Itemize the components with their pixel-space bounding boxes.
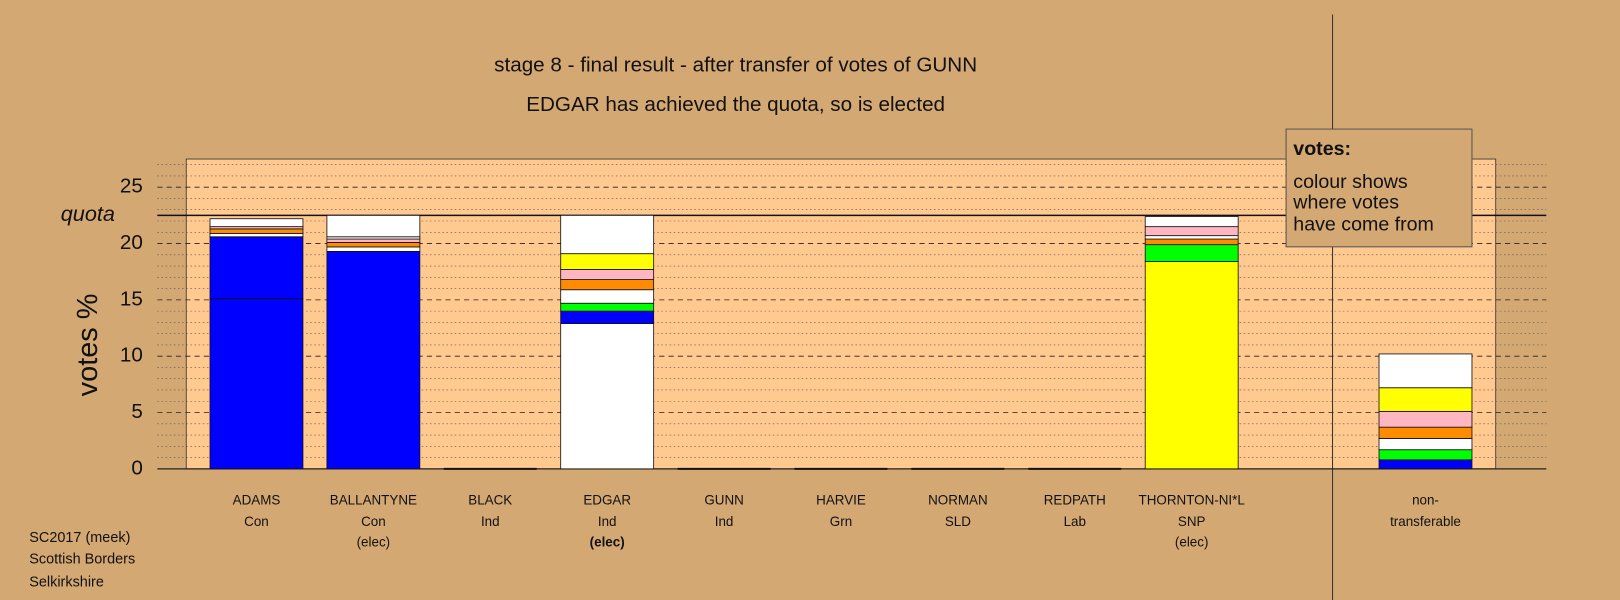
bar-segment (560, 214, 655, 255)
nontransferable-label: transferable (1390, 514, 1461, 529)
bar-segment (326, 251, 421, 470)
bar-segment (1378, 449, 1473, 461)
legend-line: where votes (1292, 192, 1399, 214)
bar-segment (209, 236, 304, 300)
quota-label: quota (61, 201, 115, 226)
y-tick-label: 20 (120, 231, 143, 254)
bar-segment (209, 232, 304, 238)
candidate-party: SNP (1178, 514, 1206, 529)
bar-segment (560, 289, 655, 304)
candidate-name: EDGAR (583, 492, 631, 507)
bar-segment (209, 228, 304, 234)
candidate-party: SLD (945, 514, 971, 529)
candidate-name: THORNTON-NI*L (1139, 492, 1246, 507)
legend-line: have come from (1293, 213, 1434, 235)
candidate-name: ADAMS (233, 492, 281, 507)
bar-segment (326, 214, 421, 238)
candidate-status: (elec) (357, 535, 391, 550)
bar-segment (326, 238, 421, 243)
bar-segment (1144, 238, 1239, 246)
bar-segment (560, 279, 655, 291)
candidate-party: Ind (715, 514, 734, 529)
legend-line: colour shows (1293, 171, 1408, 193)
candidate-party: Ind (481, 514, 500, 529)
bar-segment (560, 253, 655, 270)
bar-segment (1144, 261, 1239, 470)
legend-box (1285, 128, 1473, 248)
bar-segment (1144, 244, 1239, 262)
candidate-name: REDPATH (1044, 492, 1106, 507)
candidate-party: Grn (830, 514, 852, 529)
bar-segment (1378, 459, 1473, 470)
candidate-name: BALLANTYNE (330, 492, 417, 507)
bar-segment (1378, 353, 1473, 389)
candidate-name: BLACK (468, 492, 512, 507)
bar-segment (209, 218, 304, 228)
y-axis-label: votes % (72, 294, 104, 397)
note: Selkirkshire (29, 574, 104, 590)
y-tick-label: 15 (120, 287, 143, 310)
candidate-party: Ind (598, 514, 617, 529)
bars: ADAMS Con BALLANTYNE Con (elec) BLACK Ind EDGAR… (209, 214, 1473, 550)
candidate-party: Con (361, 514, 386, 529)
candidate-party: Con (244, 514, 269, 529)
candidate-name: HARVIE (816, 492, 866, 507)
candidate-status: (elec) (1175, 535, 1209, 550)
bar-segment (326, 246, 421, 252)
bar-segment (1144, 226, 1239, 237)
y-tick-label: 0 (131, 456, 142, 479)
bar-segment (1378, 426, 1473, 439)
chart-title: stage 8 - final result - after transfer … (494, 54, 977, 77)
bar-segment (1378, 438, 1473, 451)
y-tick-label: 25 (120, 175, 143, 198)
bar-segment (560, 302, 655, 312)
candidate-name: GUNN (704, 492, 743, 507)
note: Scottish Borders (29, 552, 135, 568)
bar-segment (326, 241, 421, 248)
chart-subtitle: EDGAR has achieved the quota, so is elec… (526, 93, 945, 116)
note: SC2017 (meek) (29, 530, 130, 546)
bar-segment (1144, 235, 1239, 240)
y-tick-label: 10 (120, 344, 143, 367)
bar-segment (1378, 387, 1473, 412)
nontransferable-label: non- (1412, 492, 1439, 507)
bar-segment (1144, 216, 1239, 228)
bar-segment (560, 269, 655, 280)
bar-segment (560, 323, 655, 470)
legend-title: votes: (1293, 138, 1351, 160)
legend: votes: colour shows where votes have com… (1285, 128, 1473, 248)
candidate-name: NORMAN (928, 492, 988, 507)
bar-segment (560, 310, 655, 324)
candidate-status: (elec) (590, 535, 625, 550)
bar-segment (209, 298, 304, 470)
bar-segment (1378, 410, 1473, 428)
candidate-party: Lab (1064, 514, 1086, 529)
y-tick-label: 5 (131, 400, 142, 423)
